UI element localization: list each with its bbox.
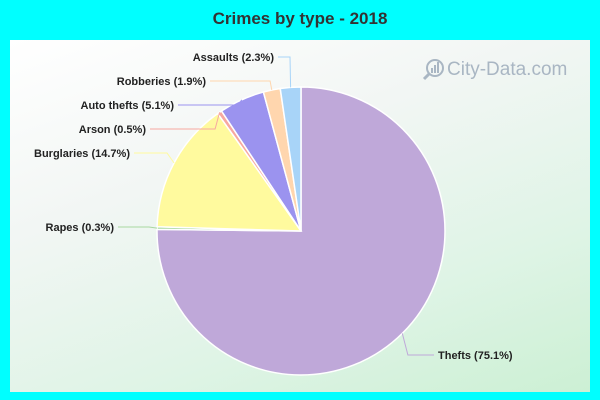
slice-labels: Thefts (75.1%) Rapes (0.3%) Burglaries (14… [34,52,513,362]
slice-label-thefts: Thefts (75.1%) [438,350,513,362]
leader-line-burglaries [134,152,175,164]
leader-line-rapes [118,226,158,229]
slice-label-rapes: Rapes (0.3%) [46,222,115,234]
leader-lines [118,56,434,356]
chart-title: Crimes by type - 2018 [212,9,388,28]
slice-label-auto-thefts: Auto thefts (5.1%) [81,100,175,112]
leader-line-thefts [401,333,434,356]
chart-panel: City-Data.com Thefts (75.1%) Rapes (0.3%)… [10,40,590,392]
bar-chart-magnifier-icon [422,59,444,81]
leader-line-assaults [278,56,292,88]
slice-label-robberies: Robberies (1.9%) [117,76,207,88]
watermark: City-Data.com [422,59,567,81]
leader-line-auto-thefts [178,99,243,106]
pie-chart: City-Data.com Thefts (75.1%) Rapes (0.3%)… [34,52,567,376]
slice-label-burglaries: Burglaries (14.7%) [34,148,130,160]
slice-label-arson: Arson (0.5%) [79,124,147,136]
watermark-text: City-Data.com [447,59,567,80]
leader-line-robberies [210,80,273,91]
slice-label-assaults: Assaults (2.3%) [193,52,275,64]
leader-line-arson [150,112,221,130]
pie-slices [156,86,446,376]
